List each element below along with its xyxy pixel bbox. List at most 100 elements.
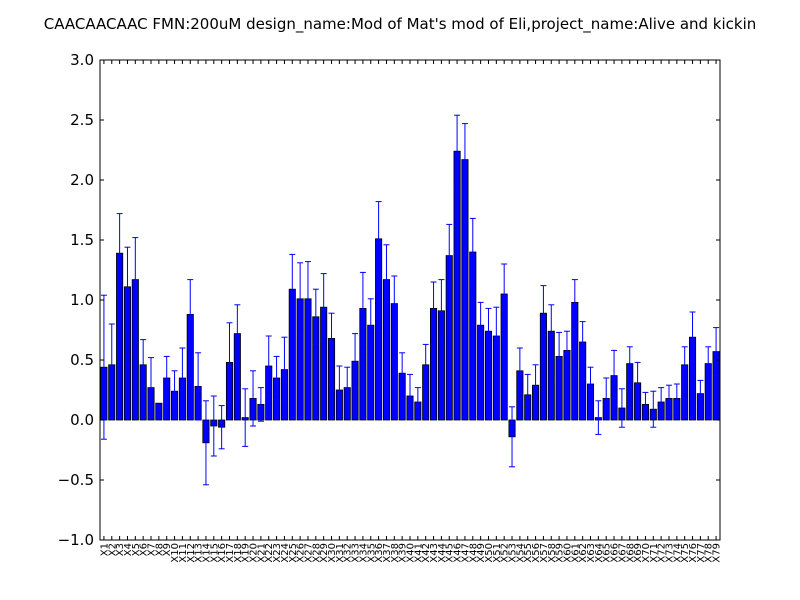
error-bar-X56 (532, 364, 539, 407)
y-tick-label: −0.5 (58, 471, 94, 489)
x-tick-label: X55 (523, 543, 534, 563)
error-bar-X42 (422, 343, 429, 386)
error-bar-X48 (469, 217, 476, 287)
error-bar-X38 (391, 275, 398, 332)
error-bar-X14 (202, 400, 209, 486)
error-bar-X3 (116, 213, 123, 294)
y-tick-label: 2.5 (70, 111, 94, 129)
error-bar-X36 (375, 201, 382, 277)
error-bar-X5 (132, 237, 139, 323)
x-tick-label: X8 (154, 543, 165, 556)
x-tick-label: X2 (107, 543, 118, 556)
error-bar-X7 (148, 357, 155, 419)
x-tick-label: X47 (460, 543, 471, 563)
x-tick-label: X71 (649, 543, 660, 563)
x-tick-label: X32 (343, 543, 354, 563)
x-tick-label: X69 (633, 543, 644, 563)
error-bar-X62 (579, 321, 586, 363)
x-tick-label: X17 (225, 543, 236, 563)
error-bar-X52 (501, 263, 508, 325)
x-tick-label: X65 (602, 543, 613, 563)
plot-frame (99, 59, 721, 541)
error-bar-X50 (485, 307, 492, 355)
x-tick-label: X7 (147, 543, 158, 556)
x-tick-label: X16 (217, 543, 228, 563)
x-tick-label: X28 (311, 543, 322, 563)
x-tick-label: X57 (539, 543, 550, 563)
error-bar-X77 (697, 379, 704, 408)
bar-X47 (461, 159, 469, 421)
error-bar-X45 (446, 223, 453, 288)
error-bar-X67 (618, 388, 625, 428)
error-bar-X33 (352, 333, 359, 390)
x-tick-label: X62 (578, 543, 589, 563)
error-bar-X70 (642, 391, 649, 417)
error-bar-X47 (461, 123, 468, 197)
error-bar-X25 (289, 253, 296, 325)
y-tick-label: 2.0 (70, 171, 94, 189)
error-bar-X2 (108, 323, 115, 407)
error-bar-X72 (658, 387, 665, 417)
error-bars-layer (100, 114, 720, 486)
x-tick-label: X60 (562, 543, 573, 563)
x-tick-label: X49 (476, 543, 487, 563)
error-bar-X6 (140, 339, 147, 391)
x-tick-label: X21 (256, 543, 267, 563)
x-tick-label: X45 (445, 543, 456, 563)
x-tick-label: X51 (492, 543, 503, 563)
x-tick-label: X15 (209, 543, 220, 563)
y-tick-label: 1.0 (70, 291, 94, 309)
x-tick-label: X3 (115, 543, 126, 556)
error-bar-X74 (673, 383, 680, 414)
x-tick-label: X22 (264, 543, 275, 563)
x-tick-label: X9 (162, 543, 173, 556)
x-tick-label: X44 (437, 543, 448, 563)
error-bar-X78 (705, 346, 712, 381)
error-bar-X26 (297, 262, 304, 336)
error-bar-X65 (603, 377, 610, 420)
error-bar-X24 (281, 336, 288, 403)
x-tick-label: X6 (139, 543, 150, 556)
x-tick-label: X43 (429, 543, 440, 563)
x-tick-label: X26 (296, 543, 307, 563)
x-tick-label: X56 (531, 543, 542, 563)
error-bar-X17 (226, 322, 233, 403)
x-tick-label: X64 (594, 543, 605, 563)
error-bar-X58 (548, 304, 555, 359)
error-bar-X16 (218, 405, 225, 450)
error-bar-X27 (304, 261, 311, 337)
x-tick-label: X41 (413, 543, 424, 563)
error-bar-X64 (595, 400, 602, 435)
x-tick-label: X34 (358, 543, 369, 563)
x-tick-label: X42 (421, 543, 432, 563)
x-tick-label: X54 (515, 543, 526, 563)
error-bar-X13 (195, 352, 202, 421)
x-tick-label: X14 (201, 543, 212, 563)
error-bar-X1 (100, 294, 107, 440)
error-bar-X63 (587, 366, 594, 402)
x-tick-label: X31 (335, 543, 346, 563)
x-tick-label: X53 (508, 543, 519, 563)
error-bar-X37 (383, 244, 390, 315)
error-bar-X60 (563, 330, 570, 371)
x-tick-label: X37 (382, 543, 393, 563)
error-bar-X46 (454, 114, 461, 188)
x-tick-label: X40 (406, 543, 417, 563)
error-bar-X53 (509, 406, 516, 468)
error-bar-X59 (556, 331, 563, 381)
error-bar-X34 (359, 271, 366, 345)
error-bar-X39 (399, 352, 406, 395)
x-tick-label: X77 (696, 543, 707, 563)
x-tick-label: X13 (194, 543, 205, 563)
y-tick-label: 3.0 (70, 51, 94, 69)
x-tick-label: X25 (288, 543, 299, 563)
error-bar-X35 (367, 298, 374, 353)
error-bar-X73 (665, 384, 672, 413)
error-bar-X22 (265, 335, 272, 397)
x-tick-label: X39 (398, 543, 409, 563)
x-tick-label: X12 (186, 543, 197, 563)
x-tick-label: X52 (500, 543, 511, 563)
error-bar-X49 (477, 301, 484, 349)
error-bar-X68 (626, 346, 633, 381)
error-bar-X69 (634, 361, 641, 404)
